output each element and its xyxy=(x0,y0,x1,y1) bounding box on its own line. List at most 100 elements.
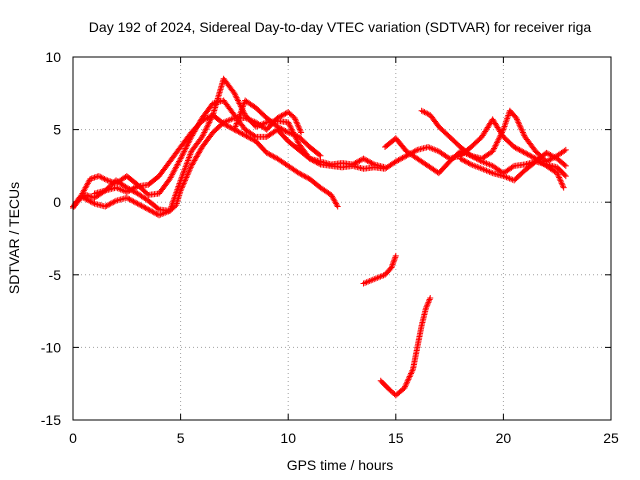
data-point xyxy=(460,157,467,164)
y-tick-label: 5 xyxy=(53,122,61,138)
x-tick-label: 5 xyxy=(177,430,185,446)
axis-ticks: 0 5 10 15 20 25 -15 -10 -5 0 5 10 xyxy=(41,49,619,446)
data-point xyxy=(297,128,304,135)
data-point xyxy=(145,206,152,213)
data-point xyxy=(181,148,188,155)
data-point xyxy=(295,170,302,177)
data-point xyxy=(177,155,184,162)
data-point xyxy=(295,123,302,130)
data-point xyxy=(498,129,505,136)
data-point xyxy=(546,157,553,164)
data-point xyxy=(516,146,523,153)
data-point xyxy=(421,109,428,116)
data-point xyxy=(84,197,91,204)
data-point xyxy=(492,142,499,149)
data-point xyxy=(141,204,148,211)
series-track-3 xyxy=(80,109,305,219)
series-track-4 xyxy=(91,75,567,214)
data-point xyxy=(242,132,249,139)
data-point xyxy=(406,374,413,381)
data-point xyxy=(291,114,298,121)
data-point xyxy=(509,163,516,170)
data-point xyxy=(285,119,292,126)
data-point xyxy=(131,189,138,196)
data-point xyxy=(177,187,184,194)
data-point xyxy=(308,156,315,163)
data-point xyxy=(389,263,396,270)
data-point xyxy=(562,162,569,169)
data-point xyxy=(388,264,395,271)
data-point xyxy=(394,157,401,164)
data-point xyxy=(353,159,360,166)
data-point xyxy=(277,125,284,132)
data-point xyxy=(304,174,311,181)
data-point xyxy=(543,158,550,165)
data-points xyxy=(70,75,569,399)
data-point xyxy=(298,129,305,136)
data-point xyxy=(544,150,551,157)
data-point xyxy=(184,141,191,148)
data-point xyxy=(424,110,431,117)
data-point xyxy=(360,155,367,162)
data-point xyxy=(404,379,411,386)
series-track-5 xyxy=(231,97,324,159)
data-point xyxy=(302,173,309,180)
data-point xyxy=(464,159,471,166)
data-point xyxy=(199,132,206,139)
data-point xyxy=(558,178,565,185)
data-point xyxy=(102,203,109,210)
data-point xyxy=(548,152,555,159)
data-point xyxy=(131,199,138,206)
data-point xyxy=(181,146,188,153)
data-point xyxy=(187,164,194,171)
data-point xyxy=(265,150,272,157)
data-point xyxy=(489,148,496,155)
data-point xyxy=(424,300,431,307)
data-point xyxy=(498,130,505,137)
data-point xyxy=(543,149,550,156)
data-point xyxy=(517,147,524,154)
y-tick-label: 0 xyxy=(53,194,61,210)
data-point xyxy=(123,184,130,191)
data-point xyxy=(129,197,136,204)
data-point xyxy=(200,130,207,137)
data-point xyxy=(390,260,397,267)
data-point xyxy=(233,94,240,101)
data-point xyxy=(153,210,160,217)
data-point xyxy=(403,380,410,387)
data-point xyxy=(137,202,144,209)
data-point xyxy=(184,142,191,149)
data-point xyxy=(425,299,432,306)
data-point xyxy=(208,114,215,121)
data-point xyxy=(402,382,409,389)
data-point xyxy=(127,197,134,204)
data-point xyxy=(286,122,293,129)
data-point xyxy=(493,139,500,146)
data-point xyxy=(246,134,253,141)
data-point xyxy=(491,145,498,152)
data-point xyxy=(227,124,234,131)
data-point xyxy=(546,151,553,158)
data-point xyxy=(127,186,134,193)
data-point xyxy=(314,159,321,166)
data-point xyxy=(513,116,520,123)
data-point xyxy=(87,198,94,205)
data-point xyxy=(146,207,153,214)
data-point xyxy=(204,122,211,129)
data-point xyxy=(138,202,145,209)
data-point xyxy=(561,171,568,178)
data-point xyxy=(406,373,413,380)
data-point xyxy=(179,151,186,158)
data-point xyxy=(466,160,473,167)
data-point xyxy=(306,155,313,162)
data-point xyxy=(80,194,87,201)
data-point xyxy=(183,144,190,151)
data-point xyxy=(422,109,429,116)
data-point xyxy=(398,155,405,162)
data-point xyxy=(524,151,531,158)
data-point xyxy=(317,152,324,159)
data-point xyxy=(491,144,498,151)
data-point xyxy=(83,196,90,203)
data-point xyxy=(520,130,527,137)
data-point xyxy=(426,297,433,304)
